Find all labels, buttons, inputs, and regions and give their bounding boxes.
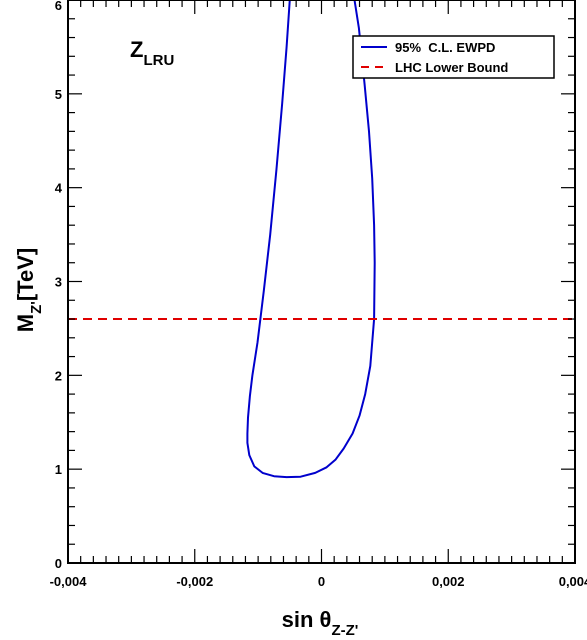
- legend-label-ewpd: 95% C.L. EWPD: [395, 40, 495, 55]
- y-tick-label: 5: [55, 87, 62, 102]
- y-tick-label: 2: [55, 368, 62, 383]
- y-tick-label: 4: [55, 181, 63, 196]
- x-tick-label: 0,004: [559, 574, 587, 589]
- x-axis-title: sin θZ-Z': [282, 607, 359, 639]
- x-tick-label: 0,002: [432, 574, 465, 589]
- plot-frame: [67, 0, 576, 564]
- y-tick-label: 1: [55, 462, 62, 477]
- y-axis-title-subscript: Z': [28, 301, 45, 314]
- legend: 95% C.L. EWPD LHC Lower Bound: [352, 35, 555, 79]
- y-axis-title-unit: [TeV]: [13, 248, 38, 301]
- ticks-layer: -0,004 -0,002 0 0,002 0,004 0 1 2 3 4 5 6: [50, 0, 587, 589]
- x-tick-label: -0,002: [176, 574, 213, 589]
- x-axis-title-subscript: Z-Z': [331, 622, 358, 639]
- y-tick-label: 3: [55, 275, 62, 290]
- x-axis-title-main: sin θ: [282, 607, 332, 632]
- series-layer: [68, 0, 575, 479]
- chart-title-subscript: LRU: [143, 52, 174, 69]
- chart-title-main: Z: [130, 37, 143, 62]
- y-tick-label: 0: [55, 556, 62, 571]
- x-tick-label: 0: [318, 574, 325, 589]
- legend-label-lhc: LHC Lower Bound: [395, 60, 508, 75]
- y-axis-title: MZ'[TeV]: [13, 248, 45, 332]
- y-tick-label: 6: [55, 0, 62, 13]
- chart-title: ZLRU: [130, 37, 174, 69]
- y-axis-title-main: M: [13, 314, 38, 332]
- series-line-0: [246, 0, 376, 479]
- x-tick-label: -0,004: [50, 574, 88, 589]
- legend-box: [352, 35, 555, 79]
